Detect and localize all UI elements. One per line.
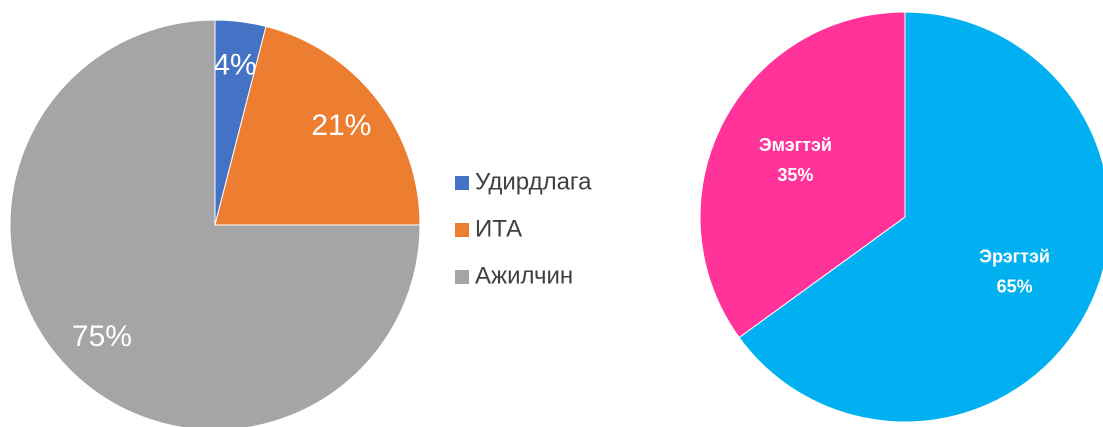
- slice-name: Эрэгтэй: [979, 247, 1050, 267]
- value-label: 35%: [777, 165, 813, 185]
- legend-swatch: [455, 176, 469, 190]
- slice-name: Эмэгтэй: [759, 135, 832, 155]
- legend-label: Удирдлага: [475, 168, 592, 195]
- pie-slice: [738, 11, 1103, 423]
- value-label: 21%: [311, 109, 371, 142]
- legend-swatch: [455, 223, 469, 237]
- value-label: 75%: [72, 320, 132, 353]
- legend-label: Ажилчин: [475, 262, 573, 289]
- legend-label: ИТА: [475, 215, 522, 242]
- pie-slice: [9, 19, 421, 427]
- legend-swatch: [455, 270, 469, 284]
- pie-slice: [214, 25, 421, 226]
- pie-slice: [699, 11, 906, 339]
- value-label: 65%: [997, 277, 1033, 297]
- value-label: 4%: [213, 48, 256, 81]
